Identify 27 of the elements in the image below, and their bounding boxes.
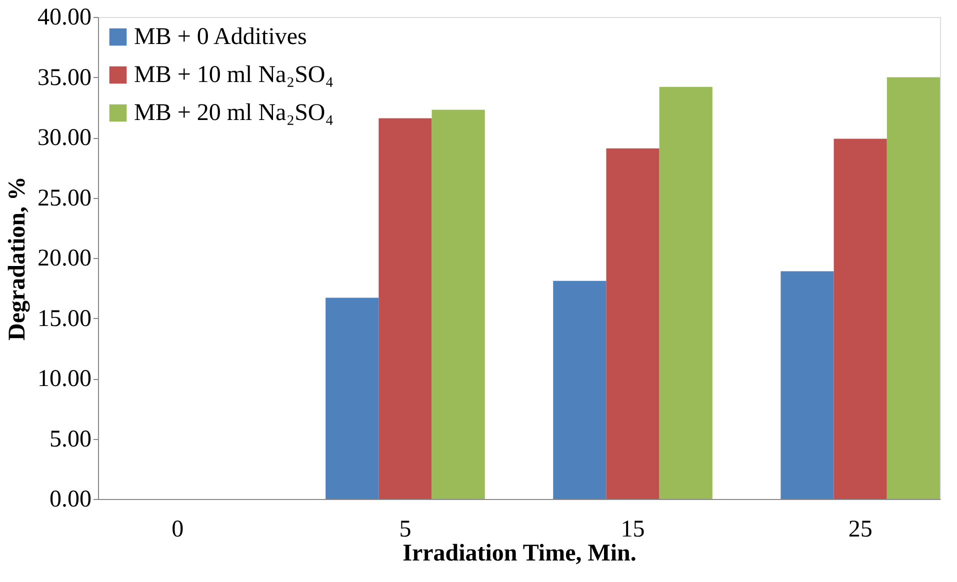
bar [378, 118, 432, 499]
bar [659, 86, 712, 499]
legend-label: MB + 0 Additives [134, 24, 307, 50]
x-tick-label: 0 [172, 516, 184, 542]
x-axis-title: Irradiation Time, Min. [402, 540, 636, 566]
bar [553, 280, 606, 499]
x-tick-label: 15 [620, 516, 645, 542]
y-tick-label: 15.00 [38, 306, 92, 332]
y-tick-label: 0.00 [50, 486, 92, 512]
bar [834, 138, 887, 499]
x-tick-label: 5 [399, 516, 412, 542]
y-tick-label: 10.00 [38, 366, 92, 392]
y-tick-label: 25.00 [38, 185, 92, 212]
y-tick-label: 20.00 [38, 246, 92, 272]
bar [432, 110, 485, 499]
y-tick-label: 5.00 [50, 426, 92, 452]
bar [886, 77, 940, 499]
y-tick-label: 30.00 [38, 125, 92, 151]
legend-label: MB + 10 ml Na₂SO₄ [134, 62, 334, 88]
y-tick-label: 35.00 [38, 64, 92, 91]
legend-label: MB + 20 ml Na₂SO₄ [134, 100, 334, 126]
bar [326, 298, 379, 499]
y-tick-label: 40.00 [38, 4, 92, 30]
bar [606, 148, 660, 499]
y-axis-title: Degradation, % [4, 176, 30, 340]
bar [780, 271, 834, 499]
x-tick-label: 25 [848, 516, 872, 542]
